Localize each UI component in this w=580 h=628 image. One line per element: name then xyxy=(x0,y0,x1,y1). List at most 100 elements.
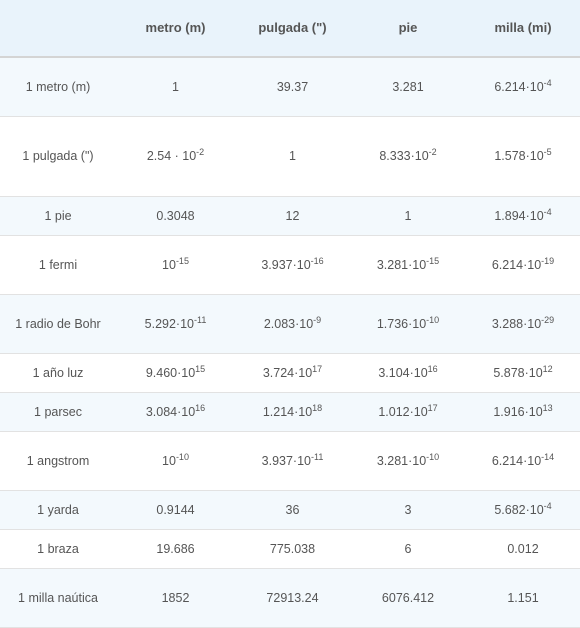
row-label: 1 pie xyxy=(0,196,116,236)
cell-exponent: -2 xyxy=(428,146,437,157)
table-cell: 5.292·10-11 xyxy=(116,294,235,354)
row-label: 1 radio de Bohr xyxy=(0,294,116,354)
table-cell: 6.214·10-4 xyxy=(466,57,580,117)
table-cell: 19.686 xyxy=(116,529,235,569)
table-cell: 1852 xyxy=(116,568,235,628)
cell-exponent: -14 xyxy=(541,451,555,462)
cell-mantissa: 1.151 xyxy=(507,590,539,605)
cell-mantissa: 3 xyxy=(404,502,412,517)
table-cell: 0.3048 xyxy=(116,196,235,236)
header-cell-corner xyxy=(0,0,116,58)
cell-mantissa: 3.937·10 xyxy=(261,257,311,272)
table-cell: 6.214·10-19 xyxy=(466,235,580,295)
table-row: 1 angstrom 10-10 3.937·10-11 3.281·10-10 6.2… xyxy=(0,431,580,491)
table-row: 1 pulgada (") 2.54 · 10-2 1 8.333·10-2 1.578… xyxy=(0,116,580,197)
table-cell: 1.894·10-4 xyxy=(466,196,580,236)
cell-mantissa: 6 xyxy=(404,541,412,556)
table-cell: 1 xyxy=(235,116,350,197)
row-label: 1 pulgada (") xyxy=(0,116,116,197)
table-cell: 1.214·1018 xyxy=(235,392,350,432)
table-cell: 3.084·1016 xyxy=(116,392,235,432)
header-cell-pie: pie xyxy=(350,0,466,58)
table-row: 1 milla naútica 1852 72913.24 6076.412 1.151 xyxy=(0,568,580,628)
cell-exponent: -29 xyxy=(541,314,555,325)
cell-exponent: 12 xyxy=(542,363,553,374)
cell-mantissa: 12 xyxy=(285,208,300,223)
table-cell: 39.37 xyxy=(235,57,350,117)
cell-mantissa: 1.578·10 xyxy=(494,149,544,163)
cell-mantissa: 19.686 xyxy=(156,541,195,556)
cell-mantissa: 5.292·10 xyxy=(144,316,194,331)
table-cell: 3.281·10-10 xyxy=(350,431,466,491)
cell-mantissa: 5.682·10 xyxy=(494,502,544,517)
cell-exponent: -16 xyxy=(310,255,324,266)
row-label: 1 yarda xyxy=(0,490,116,530)
table-header: metro (m) pulgada (") pie milla (mi) xyxy=(0,0,580,58)
row-label: 1 año luz xyxy=(0,353,116,393)
cell-mantissa: 1 xyxy=(172,79,179,94)
cell-mantissa: 72913.24 xyxy=(266,590,319,605)
table-cell: 6 xyxy=(350,529,466,569)
table-cell: 3 xyxy=(350,490,466,530)
table-cell: 1.736·10-10 xyxy=(350,294,466,354)
cell-mantissa: 1852 xyxy=(161,590,190,605)
table-row: 1 metro (m) 1 39.37 3.281 6.214·10-4 xyxy=(0,57,580,117)
table-cell: 9.460·1015 xyxy=(116,353,235,393)
table-cell: 5.878·1012 xyxy=(466,353,580,393)
table-cell: 1.012·1017 xyxy=(350,392,466,432)
cell-mantissa: 1.736·10 xyxy=(376,316,427,331)
cell-mantissa: 0.012 xyxy=(507,541,539,556)
table-cell: 3.937·10-16 xyxy=(235,235,350,295)
table-row: 1 parsec 3.084·1016 1.214·1018 1.012·1017 1.… xyxy=(0,392,580,432)
cell-mantissa: 3.288·10 xyxy=(491,316,542,331)
cell-exponent: 16 xyxy=(427,363,438,374)
table-cell: 3.937·10-11 xyxy=(235,431,350,491)
table-cell: 1.578·10-5 xyxy=(466,116,580,197)
cell-mantissa: 10 xyxy=(162,453,176,468)
cell-mantissa: 6.214·10 xyxy=(491,257,542,272)
table-cell: 36 xyxy=(235,490,350,530)
cell-exponent: 17 xyxy=(312,363,323,374)
cell-mantissa: 3.281·10 xyxy=(376,453,427,468)
cell-exponent: -10 xyxy=(426,451,440,462)
cell-mantissa: 2.54 · 10 xyxy=(146,149,197,163)
table-cell: 0.9144 xyxy=(116,490,235,530)
cell-mantissa: 1 xyxy=(404,208,412,223)
cell-mantissa: 3.937·10 xyxy=(261,453,311,468)
cell-mantissa: 6.214·10 xyxy=(494,79,544,94)
table-cell: 1 xyxy=(116,57,235,117)
cell-mantissa: 3.281·10 xyxy=(376,257,427,272)
table-cell: 6076.412 xyxy=(350,568,466,628)
table-cell: 10-10 xyxy=(116,431,235,491)
table-cell: 775.038 xyxy=(235,529,350,569)
cell-mantissa: 775.038 xyxy=(269,541,316,556)
cell-mantissa: 3.724·10 xyxy=(262,365,313,380)
row-label: 1 metro (m) xyxy=(0,57,116,117)
cell-mantissa: 0.9144 xyxy=(156,502,195,517)
cell-exponent: -9 xyxy=(313,314,322,325)
cell-exponent: -10 xyxy=(426,314,440,325)
table-cell: 3.288·10-29 xyxy=(466,294,580,354)
table-row: 1 yarda 0.9144 36 3 5.682·10-4 xyxy=(0,490,580,530)
cell-mantissa: 1.012·10 xyxy=(378,404,428,419)
cell-exponent: -4 xyxy=(543,77,552,88)
cell-exponent: -4 xyxy=(543,500,552,511)
table-row: 1 año luz 9.460·1015 3.724·1017 3.104·1016 5… xyxy=(0,353,580,393)
cell-exponent: 18 xyxy=(312,402,323,413)
table-cell: 6.214·10-14 xyxy=(466,431,580,491)
table-cell: 1.916·1013 xyxy=(466,392,580,432)
table-row: 1 radio de Bohr 5.292·10-11 2.083·10-9 1.73… xyxy=(0,294,580,354)
cell-exponent: -15 xyxy=(175,255,189,266)
cell-exponent: -11 xyxy=(194,314,207,325)
table-cell: 1 xyxy=(350,196,466,236)
table-cell: 72913.24 xyxy=(235,568,350,628)
cell-exponent: -19 xyxy=(541,255,555,266)
table-cell: 2.083·10-9 xyxy=(235,294,350,354)
header-cell-milla: milla (mi) xyxy=(466,0,580,58)
cell-mantissa: 9.460·10 xyxy=(145,365,196,380)
table-cell: 12 xyxy=(235,196,350,236)
cell-mantissa: 3.104·10 xyxy=(378,365,428,380)
row-label: 1 parsec xyxy=(0,392,116,432)
row-label: 1 braza xyxy=(0,529,116,569)
